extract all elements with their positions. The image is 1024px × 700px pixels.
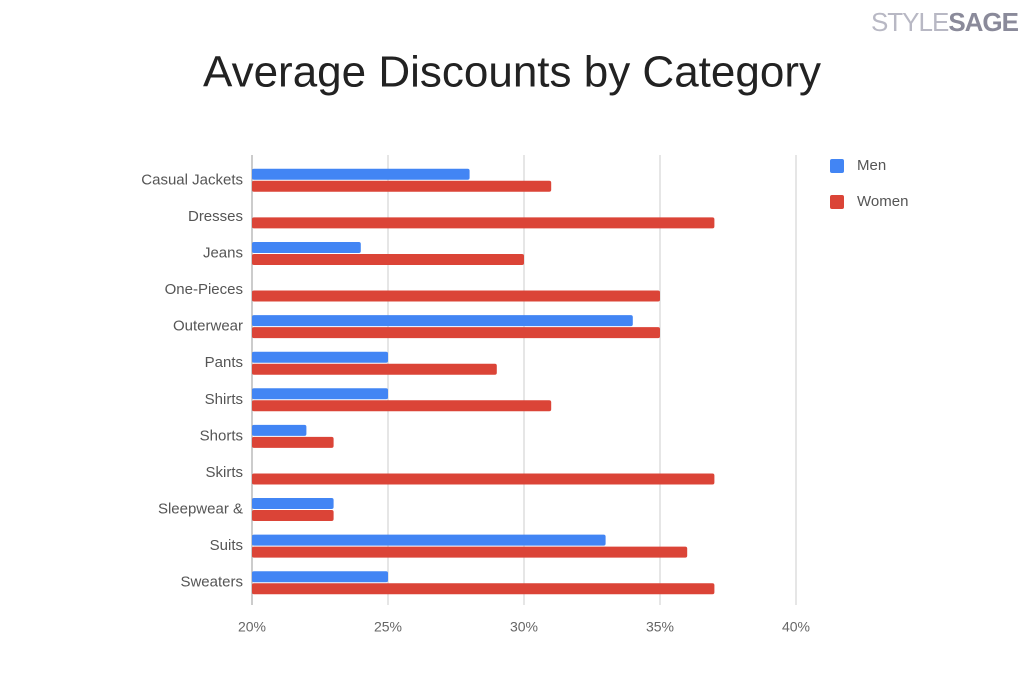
bar [252, 571, 388, 583]
bar [252, 583, 715, 595]
bar [252, 388, 388, 400]
bar [252, 168, 470, 180]
bar [252, 327, 660, 339]
x-tick-label: 35% [646, 619, 674, 635]
bar [252, 534, 606, 546]
chart-title: Average Discounts by Category [203, 48, 821, 97]
y-tick-label: Casual Jackets [141, 171, 243, 188]
legend-label: Men [857, 157, 886, 174]
bar [252, 510, 334, 522]
legend-swatch [830, 195, 844, 209]
bar [252, 253, 524, 265]
bar [252, 180, 552, 192]
y-tick-label: Pants [205, 354, 243, 371]
y-tick-label: Skirts [206, 464, 244, 481]
y-tick-label: Sleepwear & [158, 501, 243, 518]
bar [252, 473, 715, 485]
y-tick-label: Dresses [188, 208, 243, 225]
bar [252, 290, 660, 302]
y-tick-label: Outerwear [173, 318, 243, 335]
bar [252, 498, 334, 510]
bar [252, 400, 552, 412]
x-tick-label: 30% [510, 619, 538, 635]
bar [252, 424, 307, 436]
y-tick-label: Jeans [203, 244, 243, 261]
y-tick-label: One-Pieces [165, 281, 243, 298]
x-tick-label: 25% [374, 619, 402, 635]
bar [252, 315, 633, 327]
logo-part: SAGE [948, 7, 1018, 37]
legend-label: Women [857, 193, 908, 210]
y-tick-label: Sweaters [180, 574, 243, 591]
logo-part: STYLE [871, 7, 949, 37]
bar [252, 436, 334, 448]
bar [252, 217, 715, 229]
bar [252, 241, 361, 253]
x-tick-label: 40% [782, 619, 810, 635]
y-tick-label: Shirts [205, 391, 243, 408]
logo: STYLESAGE [871, 7, 1019, 37]
x-tick-label: 20% [238, 619, 266, 635]
bar [252, 351, 388, 363]
y-tick-label: Suits [210, 537, 243, 554]
bar [252, 363, 497, 375]
y-tick-label: Shorts [200, 427, 243, 444]
bar [252, 546, 688, 558]
legend-swatch [830, 159, 844, 173]
